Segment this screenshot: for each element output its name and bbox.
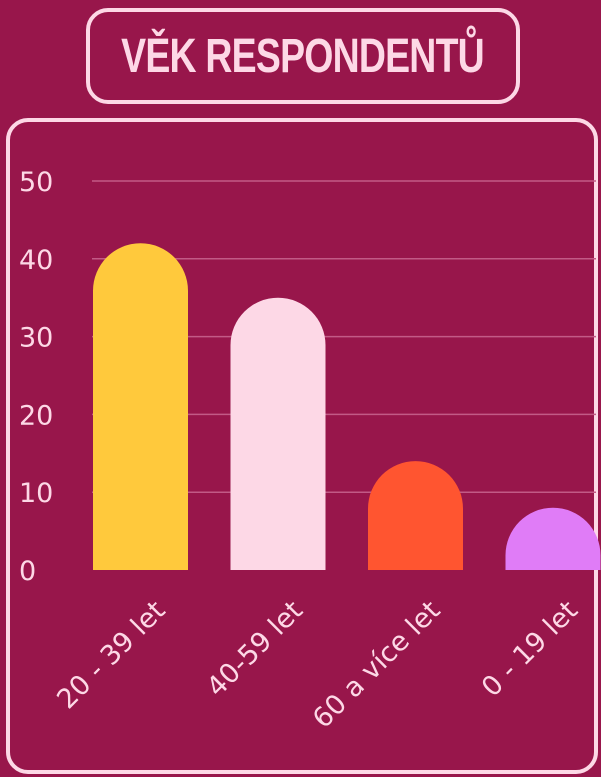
bar-4	[505, 507, 601, 570]
title-box: VĚK RESPONDENTŮ	[86, 8, 520, 104]
bar-3	[368, 461, 464, 570]
bar-2	[230, 297, 326, 570]
x-tick-label-3: 60 a více let	[307, 595, 447, 735]
y-tick-label-20: 20	[19, 400, 53, 431]
bar-1	[93, 243, 188, 570]
y-tick-label-50: 50	[19, 167, 53, 198]
x-tick-label-4: 0 - 19 let	[476, 595, 584, 703]
y-tick-label-40: 40	[19, 245, 53, 276]
x-tick-label-1: 20 - 39 let	[51, 595, 171, 715]
y-tick-label-10: 10	[19, 478, 53, 509]
y-tick-label-0: 0	[19, 556, 36, 587]
chart-frame	[6, 118, 598, 774]
x-tick-label-2: 40-59 let	[201, 595, 309, 703]
chart-title: VĚK RESPONDENTŮ	[121, 29, 486, 83]
y-tick-label-30: 30	[19, 323, 53, 354]
